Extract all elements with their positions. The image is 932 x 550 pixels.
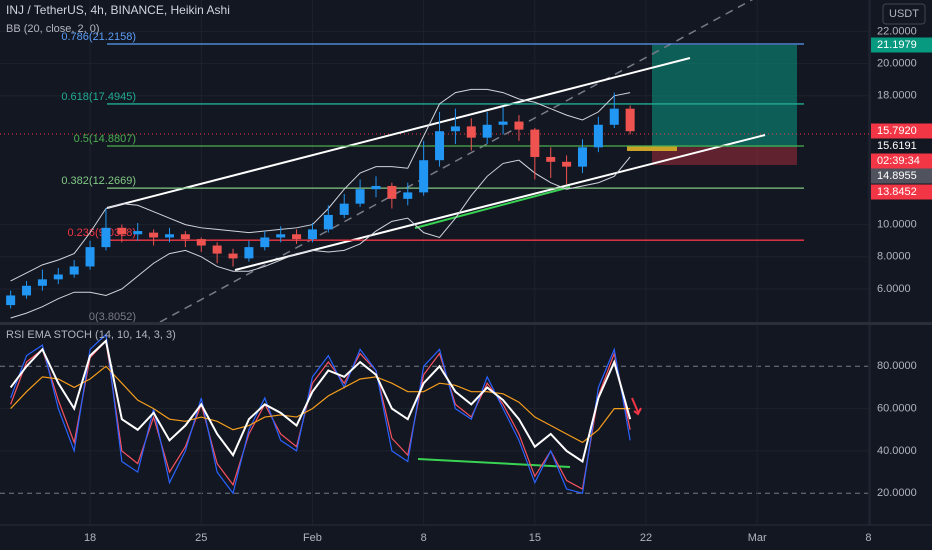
rsi-line: [9, 338, 632, 464]
price-tag: [871, 184, 932, 200]
candle-body: [260, 237, 270, 248]
candle-body: [339, 203, 349, 215]
rsi-line: [10, 365, 631, 444]
currency-button[interactable]: [882, 3, 926, 25]
candle-body: [450, 126, 460, 132]
support-trendline: [414, 186, 571, 229]
candle-body: [117, 227, 127, 235]
candle-body: [53, 274, 63, 280]
candle-body: [212, 245, 222, 254]
candle-body: [180, 234, 190, 240]
candle-body: [466, 126, 476, 138]
bb-upper: [10, 88, 631, 282]
x-tick-label: 15: [529, 532, 541, 544]
rsi-line: [10, 333, 631, 495]
y-tick-label: 20.0000: [877, 58, 917, 70]
candle-body: [244, 247, 254, 259]
fib-label: 0.786(21.2158): [61, 31, 136, 43]
candle-body: [371, 185, 381, 190]
fib-label: 0(3.8052): [89, 311, 136, 323]
price-tag-label: 02:39:34: [877, 155, 920, 167]
y-tick-label: 6.0000: [877, 283, 911, 295]
price-tag: [871, 37, 932, 53]
long-target-zone: [652, 45, 797, 147]
entry-box: [627, 146, 677, 151]
candle-body: [307, 229, 317, 240]
candle-body: [323, 214, 333, 230]
divergence-line: [417, 458, 571, 468]
price-tag-label: 15.7920: [877, 125, 917, 137]
bb-lower: [10, 156, 631, 319]
y-tick-label: 18.0000: [877, 90, 917, 102]
candle-body: [196, 239, 206, 246]
candle-body: [22, 285, 32, 296]
down-arrow: [631, 397, 642, 416]
price-tag: [871, 123, 932, 139]
x-tick-label: 25: [195, 532, 207, 544]
chart-title: INJ / TetherUS, 4h, BINANCE, Heikin Ashi: [6, 3, 230, 17]
price-tag: [871, 168, 932, 184]
long-stop-zone: [652, 147, 797, 165]
price-tag-label: 15.6191: [877, 140, 917, 152]
x-tick-label: 8: [865, 532, 871, 544]
candle-body: [69, 266, 79, 275]
candle-body: [149, 232, 159, 238]
candle-body: [577, 147, 587, 167]
candle-body: [609, 108, 619, 125]
candle-body: [164, 234, 174, 238]
fib-label: 0.382(12.2669): [61, 175, 136, 187]
y-tick-label: 22.0000: [877, 25, 917, 37]
fib-label: 0.618(17.4945): [61, 91, 136, 103]
fib-label: 0.5(14.8807): [74, 133, 136, 145]
candle-body: [562, 161, 572, 167]
y-tick-label: 10.0000: [877, 219, 917, 231]
candle-body: [625, 108, 635, 132]
candle-body: [101, 227, 111, 248]
candle-body: [419, 160, 429, 193]
price-tag: [871, 138, 932, 154]
candle-body: [593, 124, 603, 148]
candle-body: [403, 192, 413, 199]
channel-lower: [234, 134, 766, 271]
x-tick-label: Feb: [303, 532, 322, 544]
candle-body: [292, 234, 302, 240]
price-tag-label: 13.8452: [877, 186, 917, 198]
candle-body: [546, 156, 556, 162]
y-tick-label: 40.0000: [877, 445, 917, 457]
x-tick-label: 22: [640, 532, 652, 544]
candle-body: [530, 129, 540, 157]
candle-body: [498, 121, 508, 125]
candle-body: [355, 189, 365, 204]
candle-body: [435, 131, 445, 161]
dashed-trendline: [159, 0, 754, 322]
y-tick-label: 60.0000: [877, 403, 917, 415]
price-tag: [871, 153, 932, 169]
price-tag-label: 14.8955: [877, 170, 917, 182]
price-tag-label: 21.1979: [877, 39, 917, 51]
x-tick-label: Mar: [748, 532, 767, 544]
candle-body: [514, 121, 524, 130]
candle-body: [276, 234, 286, 238]
candle-body: [482, 124, 492, 138]
channel-upper: [106, 57, 691, 209]
indicator-rsi: RSI EMA STOCH (14, 10, 14, 3, 3): [6, 329, 176, 341]
candle-body: [133, 231, 143, 235]
candle-body: [228, 253, 238, 259]
currency-label[interactable]: USDT: [889, 8, 919, 20]
y-tick-label: 20.0000: [877, 487, 917, 499]
candle-body: [387, 185, 397, 199]
y-tick-label: 8.0000: [877, 251, 911, 263]
candle-body: [85, 247, 95, 267]
x-tick-label: 18: [84, 532, 96, 544]
candle-body: [6, 295, 16, 306]
indicator-bb: BB (20, close, 2, 0): [6, 23, 100, 35]
y-tick-label: 80.0000: [877, 360, 917, 372]
x-tick-label: 8: [421, 532, 427, 544]
candle-body: [37, 279, 47, 286]
